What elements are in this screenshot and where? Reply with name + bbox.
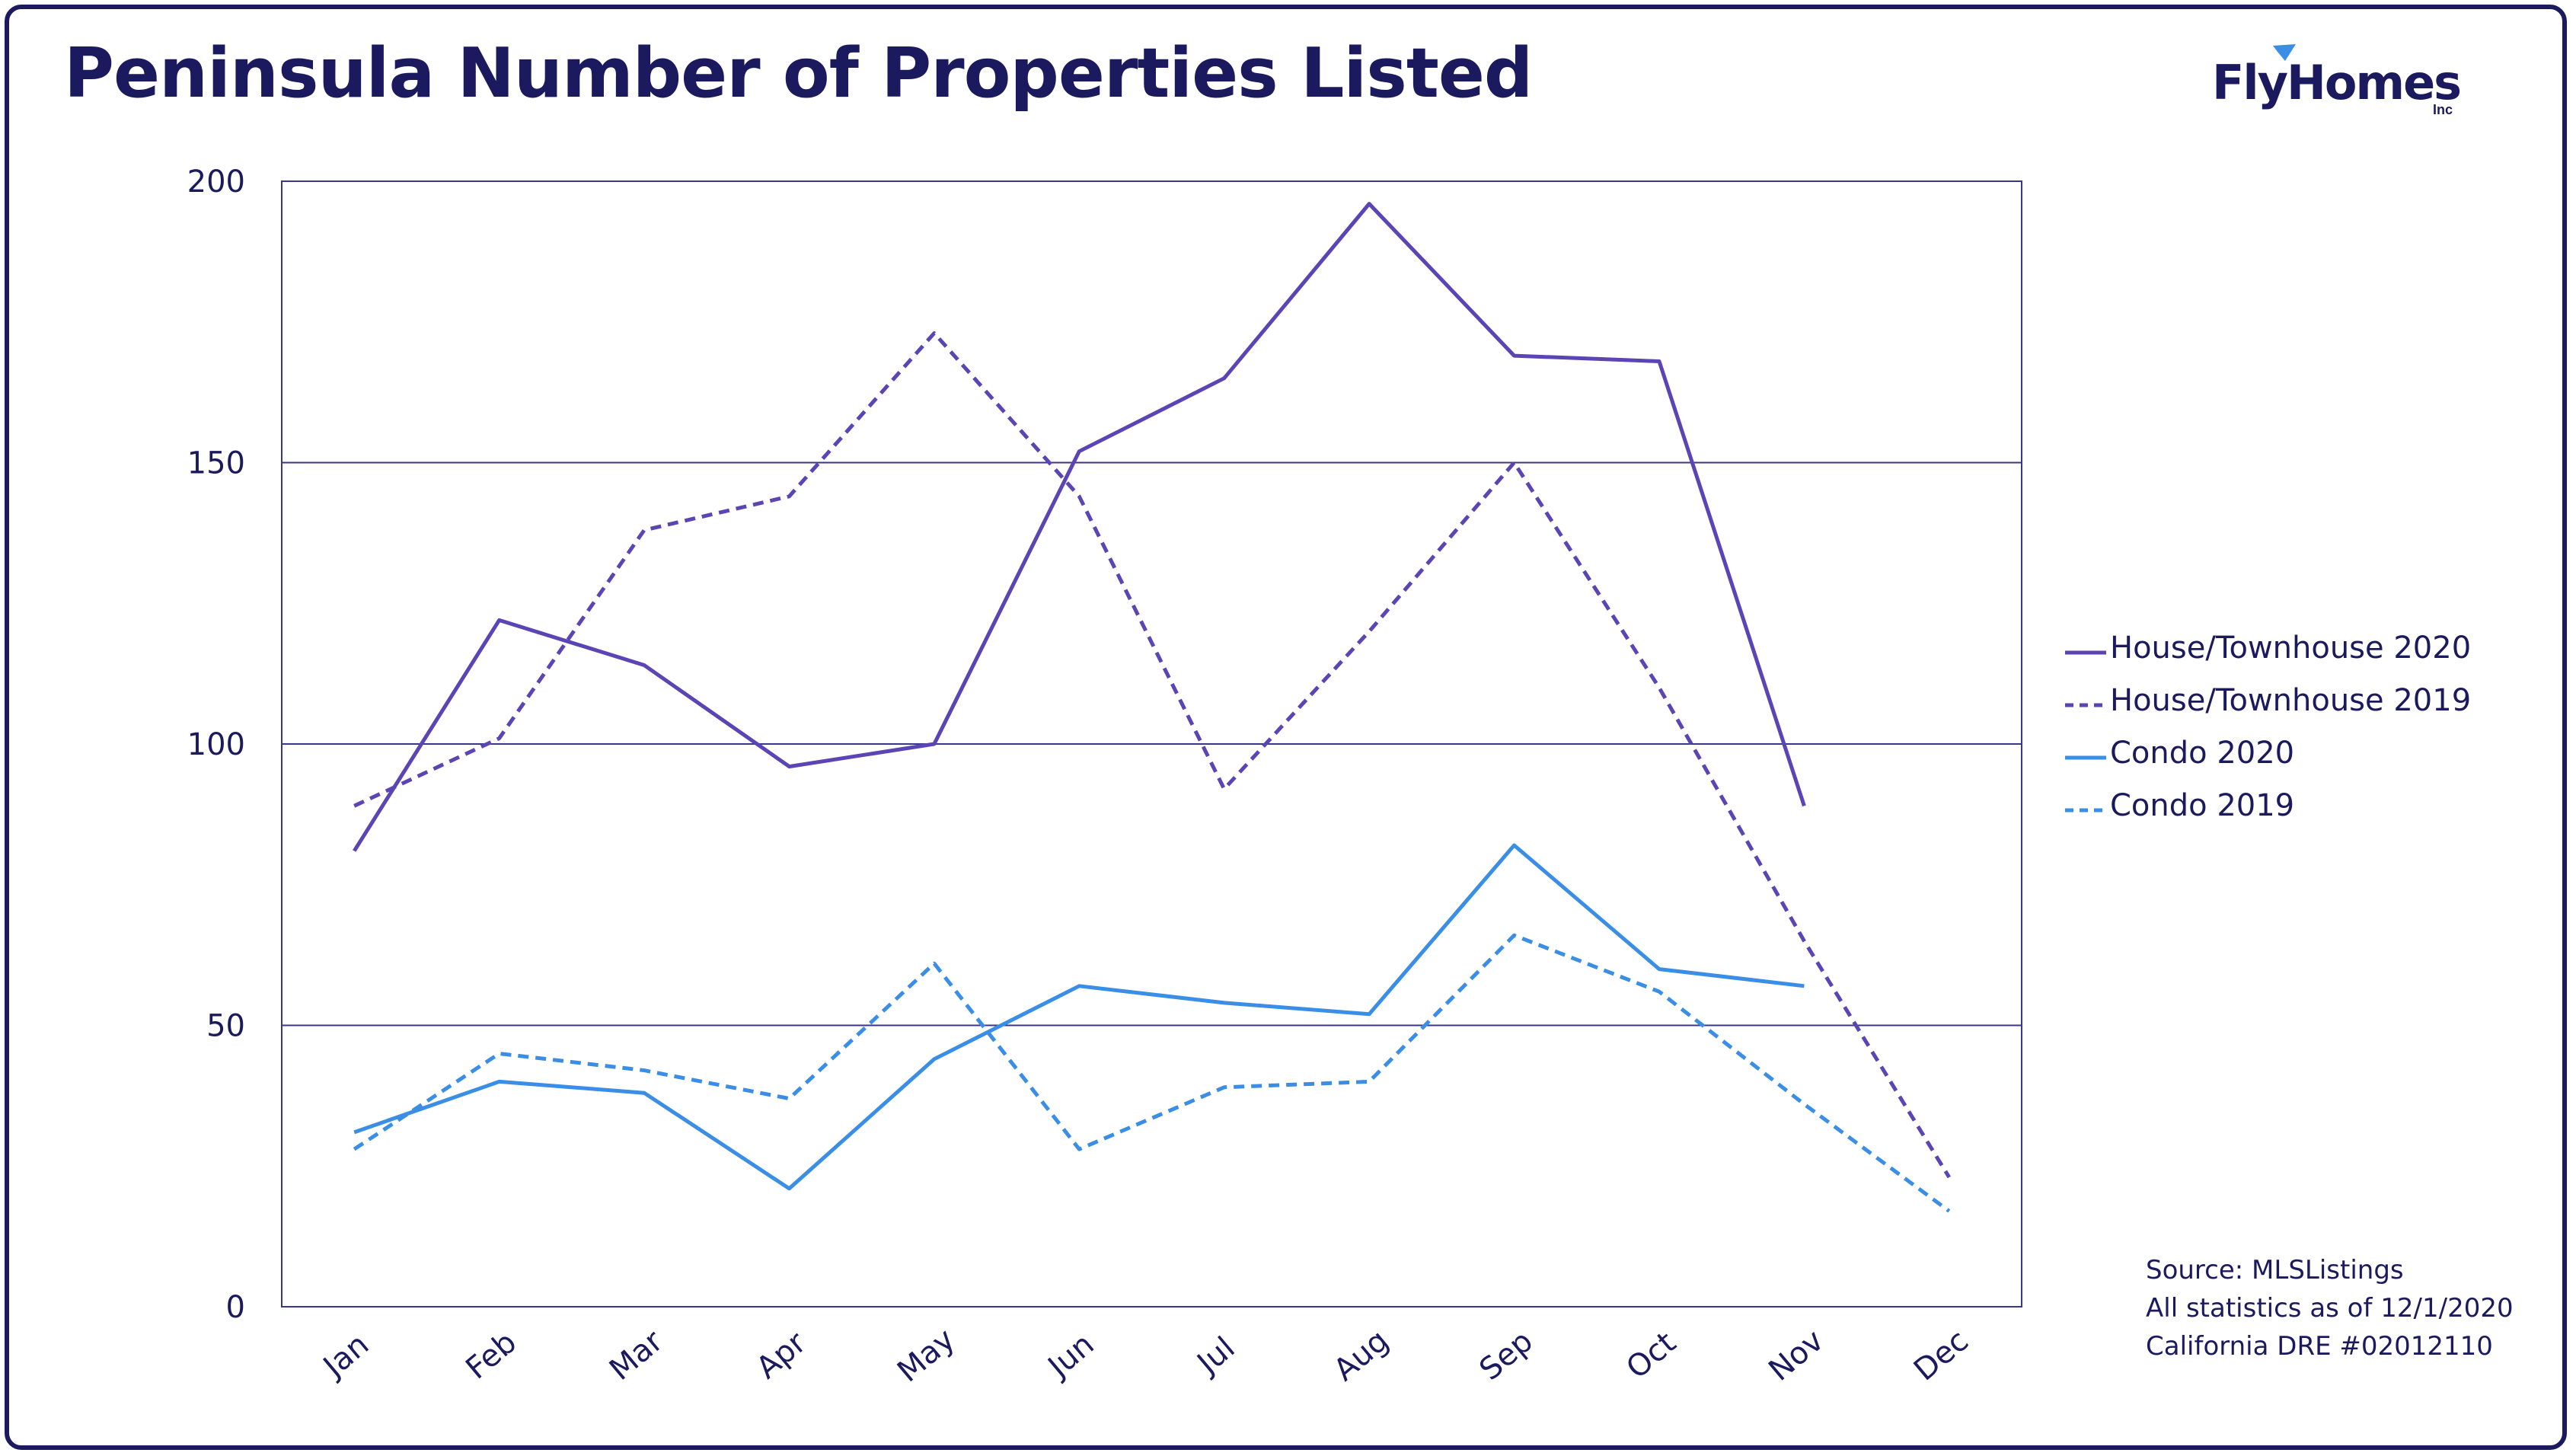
x-tick-label: Aug bbox=[1327, 1323, 1395, 1387]
y-tick-label: 150 bbox=[187, 446, 245, 481]
x-tick-label: Jun bbox=[1040, 1327, 1101, 1385]
logo-inc: Inc bbox=[2433, 102, 2453, 117]
source-note: Source: MLSListings All statistics as of… bbox=[2146, 1251, 2514, 1365]
x-tick-label: Dec bbox=[1907, 1323, 1975, 1388]
x-tick-label: Jan bbox=[315, 1327, 375, 1386]
legend-swatch-dashed-purple bbox=[2065, 703, 2106, 707]
legend-swatch-solid-purple bbox=[2065, 650, 2106, 655]
statistics-date-line: All statistics as of 12/1/2020 bbox=[2146, 1293, 2514, 1323]
chart-title: Peninsula Number of Properties Listed bbox=[64, 34, 1533, 113]
y-tick-label: 200 bbox=[187, 164, 245, 200]
legend-label: House/Townhouse 2019 bbox=[2110, 683, 2472, 718]
legend-swatch-dashed-blue bbox=[2065, 808, 2106, 813]
legend-label: Condo 2019 bbox=[2110, 788, 2295, 823]
x-tick-label: Nov bbox=[1762, 1323, 1830, 1387]
source-line: Source: MLSListings bbox=[2146, 1255, 2404, 1285]
x-tick-label: Oct bbox=[1620, 1325, 1683, 1386]
x-tick-label: Mar bbox=[603, 1323, 670, 1387]
x-tick-label: May bbox=[891, 1322, 962, 1389]
y-tick-label: 50 bbox=[206, 1009, 245, 1044]
dre-license-line: California DRE #02012110 bbox=[2146, 1331, 2493, 1362]
series-line-4 bbox=[353, 933, 1951, 1213]
logo-flag-icon bbox=[2273, 44, 2296, 61]
legend-label: House/Townhouse 2020 bbox=[2110, 631, 2472, 666]
x-tick-label: Feb bbox=[459, 1325, 523, 1387]
y-tick-label: 100 bbox=[187, 727, 245, 762]
legend-swatch-solid-blue bbox=[2065, 755, 2106, 760]
plot-area-border bbox=[281, 180, 2022, 1308]
x-tick-label: Apr bbox=[750, 1325, 813, 1386]
series-line-3 bbox=[353, 843, 1805, 1191]
y-tick-label: 0 bbox=[226, 1290, 245, 1325]
flyhomes-logo: FlyHomes Inc bbox=[2212, 44, 2463, 120]
legend-label: Condo 2020 bbox=[2110, 736, 2295, 771]
series-line-2 bbox=[353, 331, 1951, 1179]
logo-text: FlyHomes bbox=[2212, 55, 2462, 110]
x-tick-label: Jul bbox=[1189, 1330, 1242, 1382]
series-line-1 bbox=[353, 202, 1806, 852]
x-tick-label: Sep bbox=[1473, 1323, 1540, 1387]
